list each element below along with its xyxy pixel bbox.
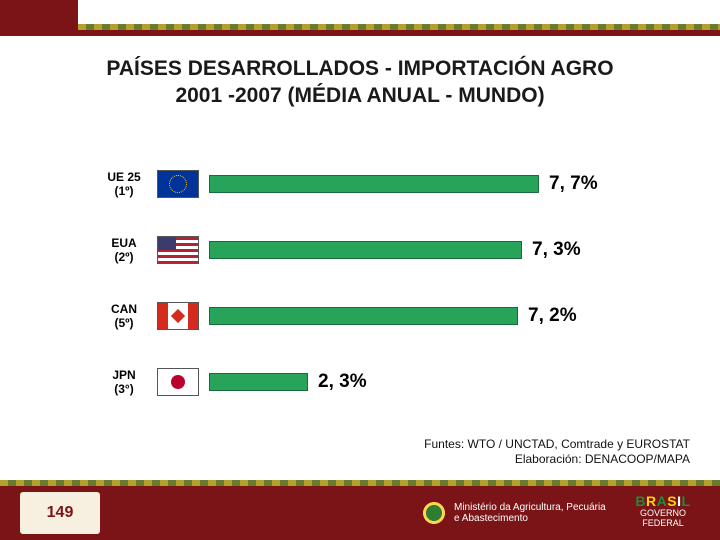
us-flag-icon xyxy=(157,236,199,264)
bar-chart: UE 25(1º) 7, 7% EUA(2º) 7, 3% CAN(5º) 7, 2% JP… xyxy=(95,160,635,424)
bar-wrap: 7, 3% xyxy=(209,239,581,261)
bar-wrap: 7, 2% xyxy=(209,305,577,327)
bar-value: 7, 2% xyxy=(528,305,577,327)
chart-row: JPN(3°) 2, 3% xyxy=(95,358,635,406)
source-line-2: Elaboración: DENACOOP/MAPA xyxy=(515,452,690,466)
bar xyxy=(209,373,308,391)
source-line-1: Funtes: WTO / UNCTAD, Comtrade y EUROSTA… xyxy=(424,437,690,451)
mapa-149-logo: 149 xyxy=(20,492,100,534)
title-line-1: PAÍSES DESARROLLADOS - IMPORTACIÓN AGRO xyxy=(106,57,613,80)
row-label: EUA(2º) xyxy=(95,236,153,265)
brasil-wordmark: BRASIL xyxy=(618,494,708,509)
bar-value: 7, 7% xyxy=(549,173,598,195)
title-line-2: 2001 -2007 (MÉDIA ANUAL - MUNDO) xyxy=(175,84,544,107)
chart-row: UE 25(1º) 7, 7% xyxy=(95,160,635,208)
header-bar xyxy=(0,0,720,36)
row-label: JPN(3°) xyxy=(95,368,153,397)
footer-bar: 149 Ministério da Agricultura, Pecuária … xyxy=(0,486,720,540)
brasil-logo: BRASIL GOVERNO FEDERAL xyxy=(618,494,708,532)
gov-label: GOVERNO FEDERAL xyxy=(618,509,708,529)
chart-row: EUA(2º) 7, 3% xyxy=(95,226,635,274)
jp-flag-icon xyxy=(157,368,199,396)
bar xyxy=(209,241,522,259)
row-label: UE 25(1º) xyxy=(95,170,153,199)
bar-wrap: 7, 7% xyxy=(209,173,598,195)
ca-flag-icon xyxy=(157,302,199,330)
ministry-label: Ministério da Agricultura, Pecuária e Ab… xyxy=(454,502,610,525)
source-note: Funtes: WTO / UNCTAD, Comtrade y EUROSTA… xyxy=(424,437,690,468)
eu-flag-icon xyxy=(157,170,199,198)
row-label: CAN(5º) xyxy=(95,302,153,331)
logo-number: 149 xyxy=(47,504,74,522)
page-title: PAÍSES DESARROLLADOS - IMPORTACIÓN AGRO … xyxy=(40,55,680,110)
ministry-block: Ministério da Agricultura, Pecuária e Ab… xyxy=(420,494,610,532)
bar-wrap: 2, 3% xyxy=(209,371,367,393)
chart-row: CAN(5º) 7, 2% xyxy=(95,292,635,340)
bar-value: 2, 3% xyxy=(318,371,367,393)
bar xyxy=(209,175,539,193)
bar-value: 7, 3% xyxy=(532,239,581,261)
header-stripe xyxy=(78,24,720,30)
bar xyxy=(209,307,518,325)
